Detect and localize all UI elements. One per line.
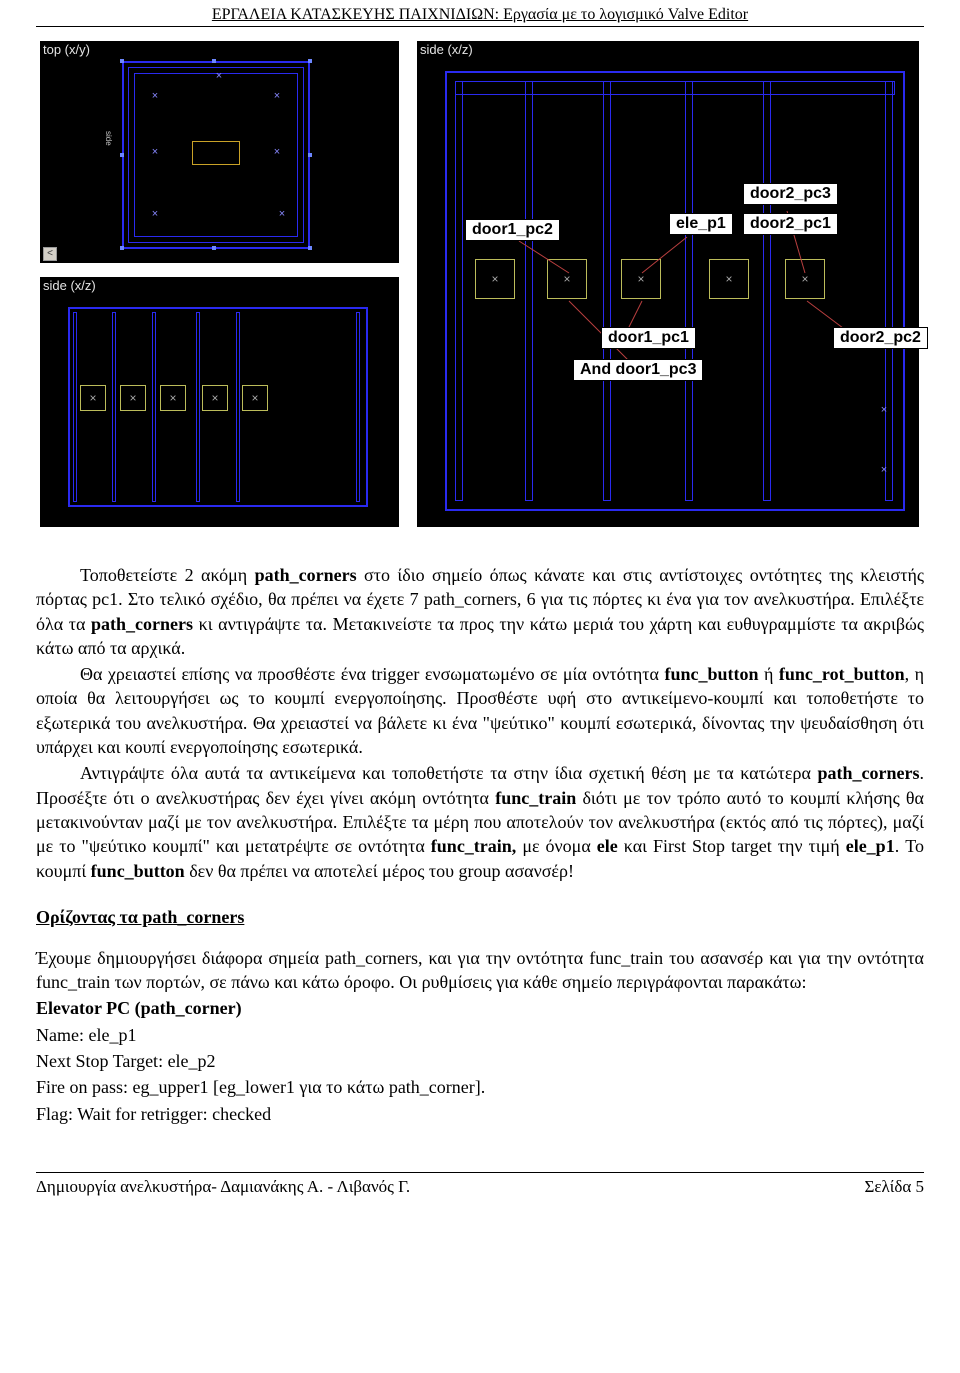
label-door1-pc2: door1_pc2 [465, 219, 560, 241]
paragraph-1: Τοποθετείστε 2 ακόμη path_corners στο ίδ… [36, 563, 924, 660]
spec-l2: Next Stop Target: ele_p2 [36, 1049, 924, 1073]
leader-lines [417, 41, 919, 527]
viewport-side-small[interactable]: side (x/z) × × × × × [36, 273, 403, 531]
viewport-side-small-label: side (x/z) [43, 278, 96, 293]
spec-l4: Flag: Wait for retrigger: checked [36, 1102, 924, 1126]
paragraph-3: Αντιγράψτε όλα αυτά τα αντικείμενα και τ… [36, 761, 924, 882]
label-door2-pc1: door2_pc1 [743, 213, 838, 235]
right-viewport-col: side (x/z) × × × × × [413, 37, 923, 531]
viewport-top-xy[interactable]: top (x/y) [36, 37, 403, 267]
label-door2-pc3: door2_pc3 [743, 183, 838, 205]
label-door2-pc2: door2_pc2 [833, 327, 928, 349]
page-header: ΕΡΓΑΛΕΙΑ ΚΑΤΑΣΚΕΥΗΣ ΠΑΙΧΝΙΔΙΩΝ: Εργασία … [36, 0, 924, 27]
viewport-top-label: top (x/y) [43, 42, 90, 57]
spec-l1: Name: ele_p1 [36, 1023, 924, 1047]
paragraph-2: Θα χρειαστεί επίσης να προσθέστε ένα tri… [36, 662, 924, 759]
paragraph-4: Έχουμε δημιουργήσει διάφορα σημεία path_… [36, 946, 924, 995]
page-footer: Δημιουργία ανελκυστήρα- Δαμιανάκης Α. - … [36, 1172, 924, 1197]
footer-right: Σελίδα 5 [864, 1177, 924, 1197]
side-text: side [104, 131, 113, 146]
spec-title: Elevator PC (path_corner) [36, 996, 924, 1020]
section-title: Ορίζοντας τα path_corners [36, 907, 924, 928]
viewport-side-large[interactable]: side (x/z) × × × × × [413, 37, 923, 531]
figure-row: top (x/y) [36, 37, 924, 531]
footer-left: Δημιουργία ανελκυστήρα- Δαμιανάκης Α. - … [36, 1177, 410, 1197]
label-ele-p1: ele_p1 [669, 213, 733, 235]
spec-l3: Fire on pass: eg_upper1 [eg_lower1 για τ… [36, 1075, 924, 1099]
left-viewports-column: top (x/y) [36, 37, 403, 531]
label-door1-pc1: door1_pc1 [601, 327, 696, 349]
scroll-arrow[interactable]: < [43, 247, 57, 261]
label-and-door1-pc3: And door1_pc3 [573, 359, 703, 381]
